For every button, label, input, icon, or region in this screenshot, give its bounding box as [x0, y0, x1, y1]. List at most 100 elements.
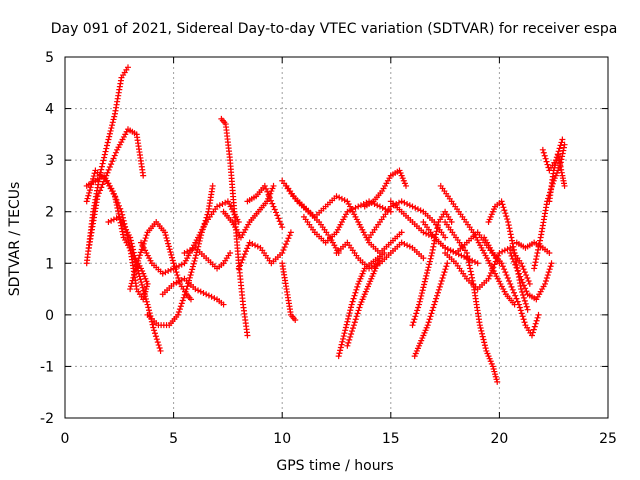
data-point: [559, 136, 566, 143]
data-point: [266, 194, 273, 201]
data-point: [181, 291, 188, 298]
data-point: [129, 243, 136, 250]
data-point: [427, 255, 434, 262]
data-point: [189, 246, 196, 253]
data-point: [552, 157, 559, 164]
data-point: [558, 169, 565, 176]
series-arc-12: [220, 182, 277, 241]
data-point: [190, 260, 197, 267]
data-point: [139, 281, 146, 288]
data-point: [540, 149, 547, 156]
data-point: [351, 319, 358, 326]
data-point: [443, 263, 450, 270]
data-point: [556, 145, 563, 152]
data-point: [450, 248, 457, 255]
data-point: [355, 307, 362, 314]
data-point: [183, 286, 190, 293]
data-point: [98, 184, 105, 191]
data-point: [345, 339, 352, 346]
data-point: [246, 239, 253, 246]
data-point: [235, 219, 242, 226]
data-point: [414, 206, 421, 213]
data-point: [110, 116, 117, 123]
data-point: [429, 246, 436, 253]
data-point: [119, 228, 126, 235]
data-point: [479, 333, 486, 340]
data-point: [142, 293, 149, 300]
data-point: [416, 301, 423, 308]
data-point: [477, 325, 484, 332]
data-point: [539, 146, 546, 153]
data-point: [428, 252, 435, 259]
data-point: [279, 224, 286, 231]
data-point: [235, 265, 242, 272]
y-tick-labels: -2 -1 0 1 2 3 4 5: [40, 50, 54, 427]
data-point: [156, 345, 163, 352]
data-point: [474, 260, 481, 267]
data-point: [86, 189, 93, 196]
data-point: [110, 155, 117, 162]
data-point: [115, 207, 122, 214]
x-tick-label: 20: [490, 431, 508, 447]
data-point: [404, 200, 411, 207]
y-axis-label: SDTVAR / TECUs: [7, 182, 23, 297]
series-arc-5: [105, 213, 164, 354]
data-point: [442, 244, 449, 251]
data-point: [544, 272, 551, 279]
data-point: [292, 317, 299, 324]
y-tick-label: -2: [40, 411, 54, 427]
data-point: [188, 269, 195, 276]
data-point: [546, 249, 553, 256]
data-point: [346, 310, 353, 317]
x-tick-label: 0: [61, 431, 70, 447]
data-point: [270, 182, 277, 189]
data-point: [437, 280, 444, 287]
data-point: [531, 323, 538, 330]
data-point: [177, 303, 184, 310]
data-point: [339, 338, 346, 345]
data-point: [404, 242, 411, 249]
data-point: [434, 292, 441, 299]
data-point: [352, 316, 359, 323]
data-point: [467, 268, 474, 275]
data-point: [187, 272, 194, 279]
data-point: [508, 283, 515, 290]
data-point: [542, 277, 549, 284]
data-point: [176, 278, 183, 285]
plot-frame: [64, 56, 609, 419]
data-point: [189, 266, 196, 273]
data-point: [490, 264, 497, 271]
data-point: [168, 251, 175, 258]
data-point: [270, 203, 277, 210]
data-point: [130, 274, 137, 281]
data-point: [406, 243, 413, 250]
data-point: [510, 289, 517, 296]
x-tick-label: 15: [382, 431, 400, 447]
data-point: [341, 330, 348, 337]
data-point: [187, 296, 194, 303]
data-point: [528, 332, 535, 339]
data-point: [245, 242, 252, 249]
data-point: [526, 280, 533, 287]
data-point: [502, 210, 509, 217]
data-point: [178, 261, 185, 268]
data-point: [531, 265, 538, 272]
x-tick-label: 25: [599, 431, 617, 447]
data-point: [91, 170, 98, 177]
data-point: [214, 203, 221, 210]
data-point: [134, 260, 141, 267]
data-point: [376, 255, 383, 262]
data-point: [413, 310, 420, 317]
data-point: [285, 235, 292, 242]
data-point: [101, 154, 108, 161]
data-point: [521, 319, 528, 326]
data-point: [416, 298, 423, 305]
data-point: [170, 265, 177, 272]
data-point: [506, 225, 513, 232]
data-point: [209, 182, 216, 189]
data-point: [179, 297, 186, 304]
data-point: [135, 257, 142, 264]
data-point: [379, 204, 386, 211]
data-point: [350, 295, 357, 302]
data-point: [150, 324, 157, 331]
